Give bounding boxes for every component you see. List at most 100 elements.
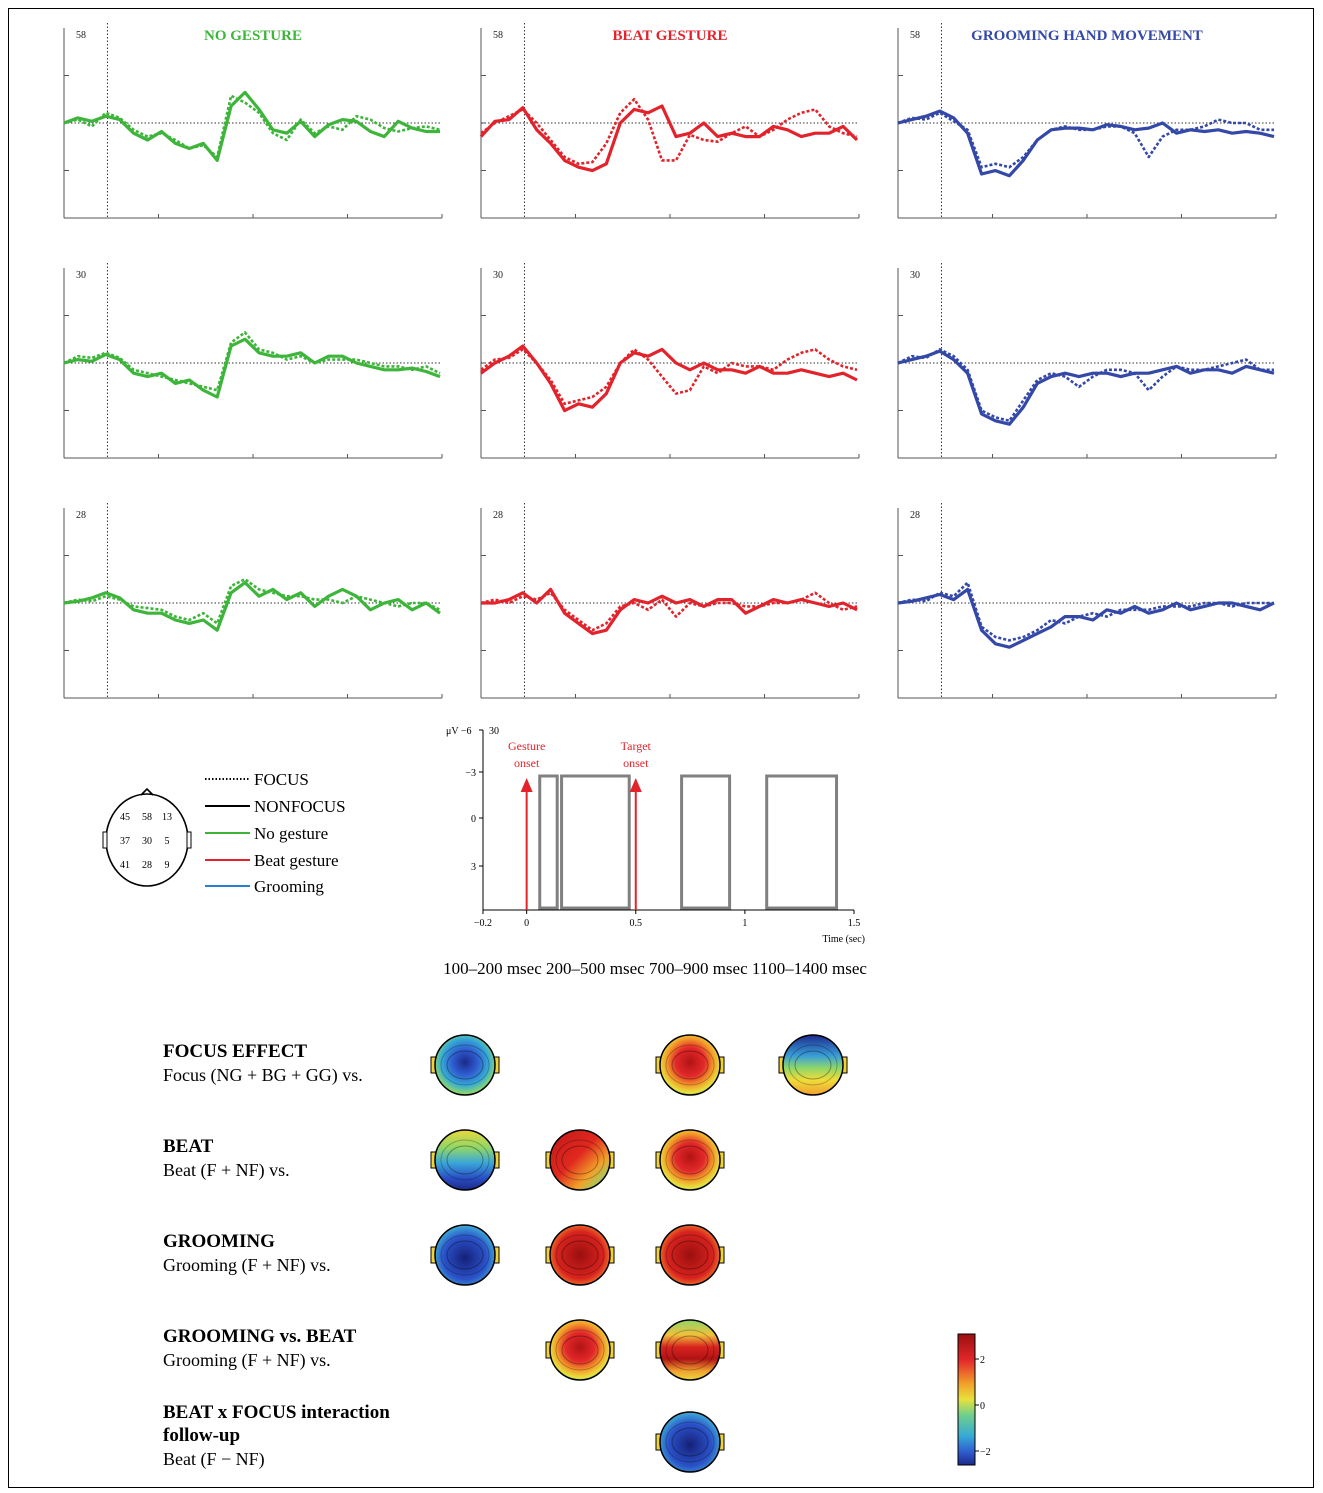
focus-line: [63, 94, 441, 159]
electrode-label: 28: [493, 510, 503, 521]
arrow-head-icon: [629, 778, 642, 792]
topo-map: [655, 1319, 725, 1381]
contour: [671, 1335, 709, 1365]
nonfocus-line: [479, 104, 859, 173]
nonfocus-line: [63, 337, 441, 399]
erp-panel: 30: [63, 263, 443, 459]
scalp-map: [659, 1034, 721, 1096]
nonfocus-line: [63, 90, 440, 162]
time-window: [560, 774, 631, 910]
figure-frame: [8, 8, 1314, 1488]
electrode-number: 5: [165, 836, 170, 847]
focus-line: [63, 331, 441, 392]
inset-x-label: Time (sec): [822, 934, 865, 945]
inset-x-tick-label: 0.5: [630, 918, 643, 929]
electrode-label: 28: [910, 510, 920, 521]
topo-map: [545, 1129, 615, 1191]
contour: [671, 1240, 709, 1270]
contour: [440, 1234, 490, 1276]
scalp-map: [659, 1411, 721, 1473]
inset-x-tick-label: −0.2: [474, 918, 492, 929]
contour: [555, 1234, 605, 1276]
electrode-number: 9: [165, 860, 170, 871]
electrode-label: 30: [76, 270, 86, 281]
topo-map: [430, 1129, 500, 1191]
electrode-label: 58: [910, 30, 920, 41]
arrow-head-icon: [520, 778, 533, 792]
colorbar-tick-label: 2: [980, 1355, 985, 1366]
focus-line: [897, 581, 1274, 642]
contour: [671, 1145, 709, 1175]
scale-inset: μV −6 30 −3 0 3 −0.2 0 0.5 1 1.5 Time (sec) Gesture…: [446, 726, 865, 945]
legend: 45 58 13 37 30 5 41 28 9 FOCUS NONFOCUS No gesture B…: [102, 770, 346, 896]
inset-y-unit: μV −6: [446, 726, 472, 737]
contour: [665, 1234, 715, 1276]
focus-line: [897, 348, 1274, 423]
nonfocus-line: [480, 344, 858, 413]
contour: [555, 1329, 605, 1371]
topo-maps: 100–200 msec 200–500 msec 700–900 msec 1…: [163, 959, 991, 1473]
contour: [561, 1240, 599, 1270]
topo-map: [655, 1034, 725, 1096]
electrode-label: 30: [910, 270, 920, 281]
scalp-map: [659, 1224, 721, 1286]
contour: [665, 1044, 715, 1086]
colorbar-tick-label: 0: [980, 1401, 985, 1412]
legend-label: Grooming: [254, 877, 324, 896]
erp-panel: 28: [63, 503, 443, 699]
topo-window-labels: 100–200 msec 200–500 msec 700–900 msec 1…: [443, 959, 867, 978]
scalp-map: [782, 1034, 844, 1096]
focus-line: [897, 111, 1274, 169]
electrode-label: 58: [493, 30, 503, 41]
electrode-number: 41: [120, 860, 130, 871]
legend-label: Beat gesture: [254, 851, 339, 870]
legend-label: FOCUS: [254, 770, 309, 789]
topo-row-title: BEAT x FOCUS interaction: [163, 1402, 390, 1423]
inset-x-tick-label: 1: [742, 918, 747, 929]
topo-row-title: FOCUS EFFECT: [163, 1041, 307, 1062]
electrode-label: 58: [76, 30, 86, 41]
erp-panel: 28: [480, 503, 860, 699]
arrow-label: Gesture: [508, 739, 545, 753]
arrow-label: Target: [621, 739, 652, 753]
electrode-number: 45: [120, 812, 130, 823]
contour: [446, 1050, 484, 1080]
arrow-label: onset: [514, 756, 540, 770]
electrode-number: 58: [142, 812, 152, 823]
topo-map: [655, 1224, 725, 1286]
scalp-map: [659, 1319, 721, 1381]
ear-left-icon: [102, 831, 108, 849]
colorbar: [957, 1333, 976, 1466]
topo-row-subtitle: Beat (F − NF): [163, 1449, 265, 1470]
inset-x-tick-label: 1.5: [848, 918, 861, 929]
contour: [555, 1139, 605, 1181]
contour: [665, 1139, 715, 1181]
inset-y-tick-label: 3: [471, 862, 476, 873]
contour: [440, 1044, 490, 1086]
time-window: [538, 774, 559, 910]
contour: [788, 1044, 838, 1086]
electrode-label: 28: [76, 510, 86, 521]
scalp-map: [549, 1319, 611, 1381]
electrode-number: 30: [142, 836, 152, 847]
topo-row-subtitle: Focus (NG + BG + GG) vs.: [163, 1065, 363, 1086]
focus-line: [63, 577, 441, 625]
scalp-map: [549, 1224, 611, 1286]
contour: [561, 1145, 599, 1175]
electrode-number: 37: [120, 836, 130, 847]
topo-map: [655, 1411, 725, 1473]
electrode-number: 28: [142, 860, 152, 871]
topo-map: [430, 1224, 500, 1286]
erp-panels: NO GESTURE BEAT GESTURE GROOMING HAND MOVE…: [63, 23, 1277, 699]
topo-map: [545, 1224, 615, 1286]
erp-panel: 58: [897, 23, 1277, 219]
colorbar-tick-label: −2: [980, 1447, 991, 1458]
topo-row-title: follow-up: [163, 1425, 240, 1446]
nose-icon: [140, 787, 154, 796]
topo-row-title: GROOMING: [163, 1231, 275, 1252]
scalp-map: [659, 1129, 721, 1191]
erp-panel: 58: [63, 23, 443, 219]
contour: [440, 1139, 490, 1181]
contour: [794, 1050, 832, 1080]
